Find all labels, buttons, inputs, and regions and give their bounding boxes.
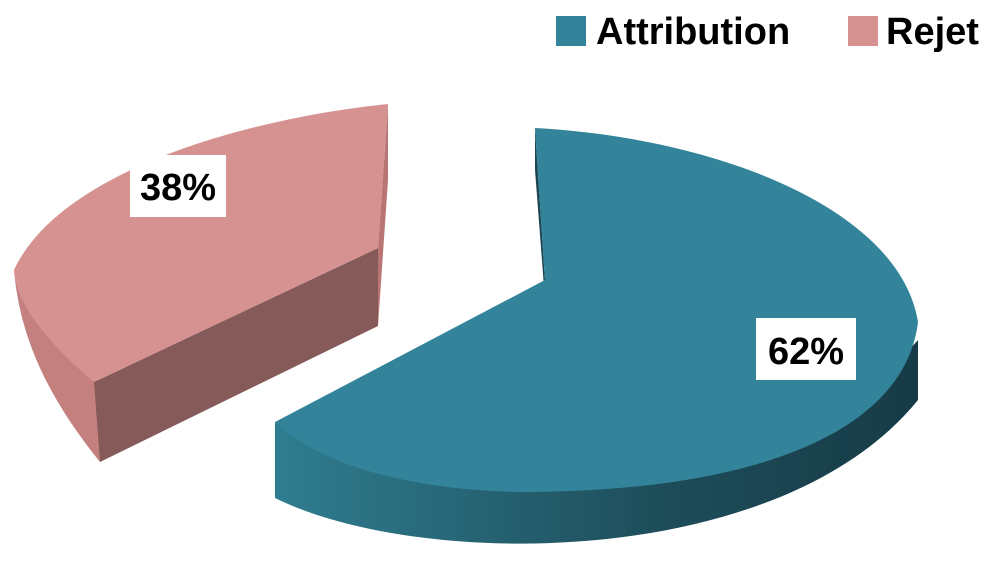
- pie-slice-attribution: [275, 128, 918, 544]
- legend-item-rejet: Rejet: [848, 11, 979, 53]
- legend-item-attribution: Attribution: [556, 11, 790, 53]
- pie-slice-rejet-top: [14, 104, 388, 382]
- data-label-attribution: 62%: [756, 318, 856, 380]
- data-label-rejet-text: 38%: [140, 167, 216, 209]
- data-label-attribution-text: 62%: [768, 331, 844, 373]
- data-label-attribution-box: [756, 318, 856, 380]
- legend-swatch-attribution: [556, 16, 586, 46]
- pie-slice-attribution-top: [275, 128, 918, 492]
- legend-swatch-rejet: [848, 16, 878, 46]
- legend-label-rejet: Rejet: [886, 11, 979, 53]
- pie-slice-rejet-rim-side: [378, 104, 388, 326]
- legend-label-attribution: Attribution: [596, 11, 790, 53]
- pie-slice-rejet-cut-side: [94, 248, 378, 462]
- pie-slice-rejet: [14, 104, 388, 462]
- legend: Attribution Rejet: [556, 11, 979, 53]
- data-label-rejet-box: [130, 155, 226, 217]
- data-label-rejet: 38%: [130, 155, 226, 217]
- pie-slice-attribution-cut-side: [535, 128, 545, 300]
- pie-slice-attribution-side: [275, 340, 918, 544]
